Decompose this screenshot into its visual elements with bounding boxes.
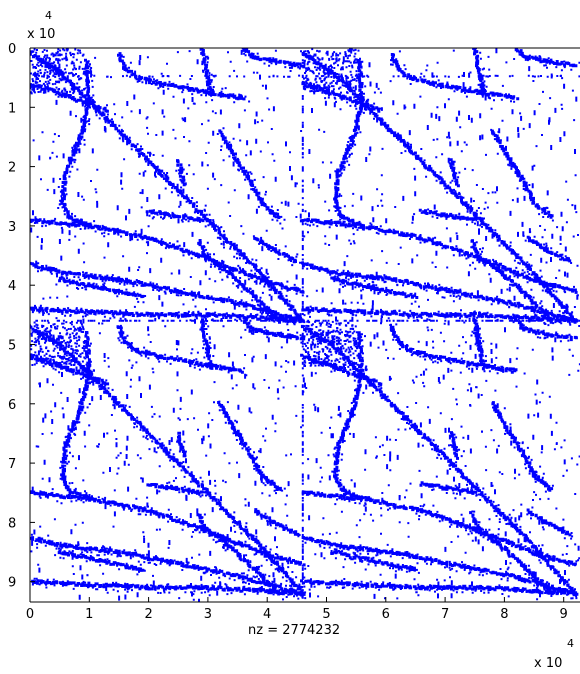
y-exponent-label: x 10	[27, 27, 55, 42]
x-tick-label: 0	[26, 607, 34, 622]
y-tick-label: 3	[8, 220, 16, 235]
x-tick-label: 6	[382, 607, 390, 622]
y-tick-label: 9	[8, 576, 16, 591]
x-tick-label: 1	[85, 607, 93, 622]
y-tick-label: 1	[8, 101, 16, 116]
x-tick-label: 5	[322, 607, 330, 622]
y-axis-ticks: 0 1 2 3 4 5 6 7 8 9	[8, 42, 35, 591]
x-axis-label: nz = 2774232	[248, 623, 340, 638]
x-axis-ticks: 0 1 2 3 4 5 6 7 8 9	[26, 597, 568, 622]
x-tick-label: 9	[560, 607, 568, 622]
y-tick-label: 0	[8, 42, 16, 57]
nonzero-marks	[30, 48, 580, 602]
y-tick-label: 4	[8, 279, 16, 294]
x-exponent-label: x 10	[534, 656, 562, 671]
x-exponent-power: 4	[567, 637, 574, 650]
y-tick-label: 8	[8, 516, 16, 531]
y-tick-label: 5	[8, 339, 16, 354]
y-tick-label: 6	[8, 398, 16, 413]
x-tick-label: 7	[441, 607, 449, 622]
x-tick-label: 2	[144, 607, 152, 622]
plot-area	[29, 47, 580, 603]
x-tick-label: 3	[204, 607, 212, 622]
x-tick-label: 8	[500, 607, 508, 622]
y-tick-label: 2	[8, 161, 16, 176]
y-exponent-power: 4	[45, 9, 52, 22]
x-tick-label: 4	[263, 607, 271, 622]
y-tick-label: 7	[8, 457, 16, 472]
nonzero-mark	[30, 48, 580, 602]
